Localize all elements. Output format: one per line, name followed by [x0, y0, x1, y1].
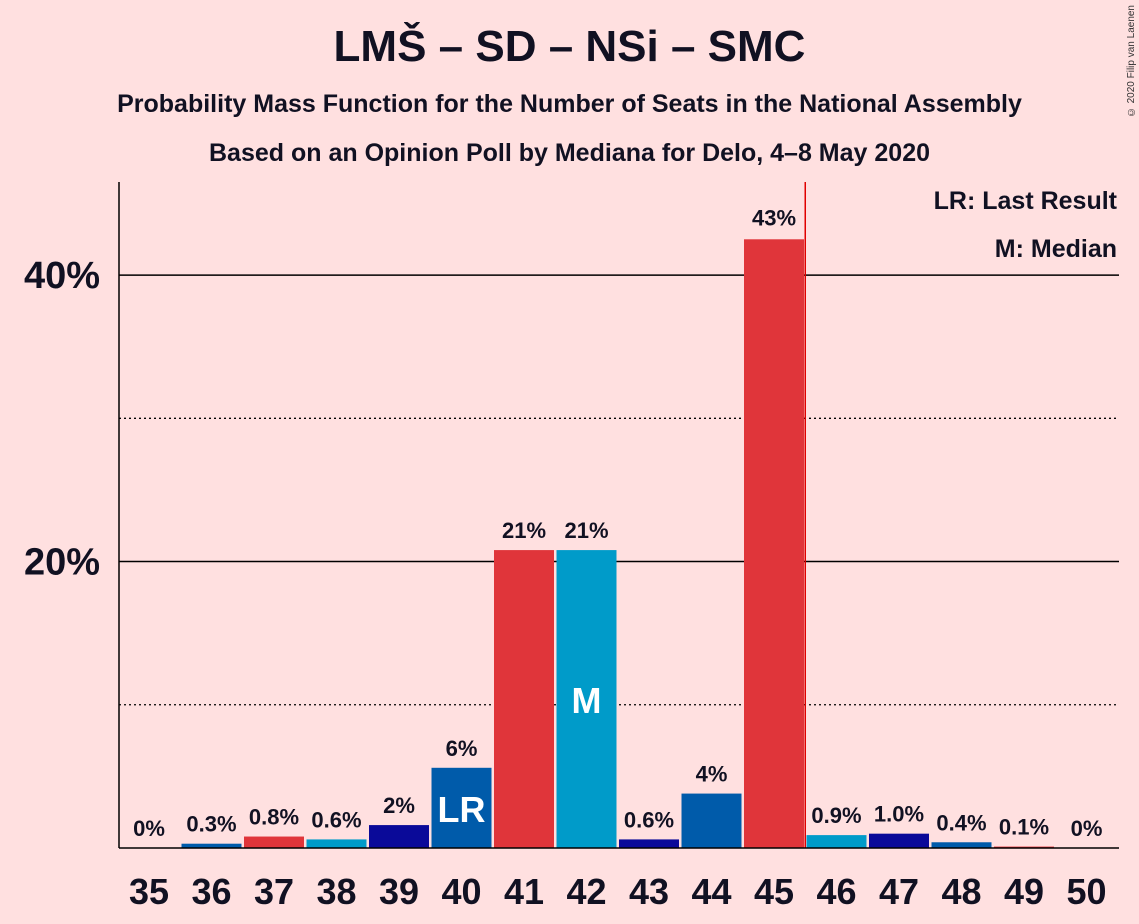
bar-seat-39 — [369, 825, 429, 848]
data-label-seat-45: 43% — [752, 205, 796, 230]
legend-background — [980, 236, 1116, 268]
data-label-seat-50: 0% — [1071, 816, 1103, 841]
chart-subtitle: Probability Mass Function for the Number… — [117, 90, 1022, 118]
data-label-seat-41: 21% — [502, 518, 546, 543]
x-tick-label: 42 — [566, 871, 606, 912]
bar-seat-41 — [494, 550, 554, 848]
y-tick-label: 20% — [24, 542, 100, 584]
x-tick-label: 45 — [754, 871, 794, 912]
x-tick-label: 50 — [1066, 871, 1106, 912]
x-tick-label: 38 — [316, 871, 356, 912]
x-tick-label: 46 — [816, 871, 856, 912]
chart-title: LMŠ – SD – NSi – SMC — [333, 22, 806, 71]
last-result-marker: LR — [438, 789, 486, 830]
data-label-seat-43: 0.6% — [624, 807, 674, 832]
x-tick-label: 47 — [879, 871, 919, 912]
bar-seat-46 — [806, 835, 867, 848]
median-marker: M — [572, 680, 602, 721]
bar-seat-38 — [306, 839, 367, 848]
legend-last-result: LR: Last Result — [934, 187, 1118, 215]
bar-seat-37 — [244, 836, 304, 848]
data-label-seat-38: 0.6% — [311, 807, 361, 832]
x-tick-label: 35 — [129, 871, 169, 912]
bar-seat-45 — [744, 239, 804, 848]
legend-median: M: Median — [995, 235, 1117, 263]
x-tick-label: 40 — [441, 871, 481, 912]
x-tick-label: 37 — [254, 871, 294, 912]
bar-seat-36 — [181, 843, 242, 848]
bar-seat-48 — [931, 842, 992, 848]
bar-seat-43 — [619, 839, 679, 848]
data-label-seat-48: 0.4% — [936, 810, 986, 835]
bar-seat-40 — [431, 767, 492, 848]
data-label-seat-47: 1.0% — [874, 802, 924, 827]
bar-seat-42 — [556, 550, 617, 848]
data-label-seat-46: 0.9% — [811, 803, 861, 828]
data-label-seat-44: 4% — [696, 762, 728, 787]
data-label-seat-35: 0% — [133, 816, 165, 841]
x-tick-label: 39 — [379, 871, 419, 912]
x-tick-label: 43 — [629, 871, 669, 912]
data-label-seat-40: 6% — [446, 736, 478, 761]
x-tick-label: 48 — [941, 871, 981, 912]
data-label-seat-36: 0.3% — [186, 812, 236, 837]
x-tick-label: 36 — [191, 871, 231, 912]
data-label-seat-49: 0.1% — [999, 815, 1049, 840]
chart-subtitle-source: Based on an Opinion Poll by Mediana for … — [208, 139, 931, 167]
bar-seat-44 — [681, 793, 742, 848]
x-tick-label: 41 — [504, 871, 544, 912]
y-tick-label: 40% — [24, 255, 100, 297]
data-label-seat-39: 2% — [383, 793, 415, 818]
bar-seat-47 — [869, 833, 929, 848]
x-tick-label: 44 — [691, 871, 731, 912]
data-label-seat-37: 0.8% — [249, 805, 299, 830]
data-label-seat-42: 21% — [564, 518, 608, 543]
x-tick-label: 49 — [1004, 871, 1044, 912]
